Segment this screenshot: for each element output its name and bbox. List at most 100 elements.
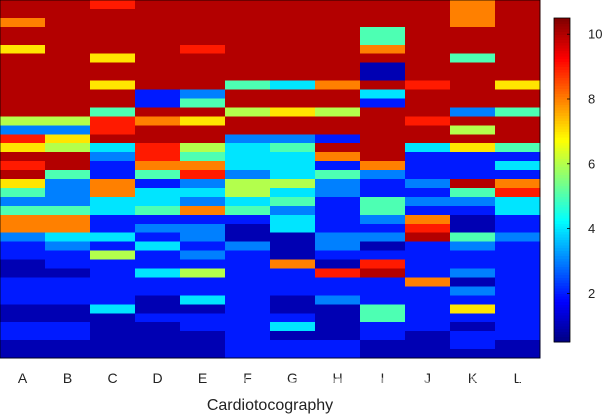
colorbar-segment	[554, 107, 570, 111]
colorbar-segment	[554, 193, 570, 197]
heatmap-cell	[90, 295, 136, 305]
heatmap-cell	[135, 98, 181, 108]
colorbar-segment	[554, 333, 570, 338]
heatmap-cell	[45, 116, 91, 126]
colorbar-segment	[554, 296, 570, 300]
heatmap-cell	[315, 143, 361, 153]
heatmap-cell	[135, 26, 181, 37]
heatmap-cell	[315, 187, 361, 198]
heatmap-cell	[495, 116, 541, 126]
heatmap-cell	[450, 134, 496, 144]
heatmap-cell	[0, 107, 46, 117]
heatmap-cell	[450, 286, 496, 296]
colorbar-segment	[554, 250, 570, 254]
heatmap-cell	[180, 187, 226, 198]
heatmap-cell	[0, 250, 46, 261]
watermark-line-2: Campos, Zimek, Sander, Campello, Micenko…	[244, 375, 585, 386]
colorbar-segment	[554, 312, 570, 316]
heatmap-cell	[45, 170, 91, 180]
heatmap-cell	[405, 259, 451, 270]
heatmap-cell	[0, 331, 46, 341]
heatmap-cell	[135, 161, 181, 171]
heatmap-cell	[90, 205, 136, 216]
heatmap-cell	[0, 89, 46, 100]
heatmap-cell	[405, 125, 451, 135]
colorbar-segment	[554, 169, 570, 173]
heatmap-cell	[45, 89, 91, 100]
heatmap-cell	[315, 205, 361, 216]
colorbar-segment	[554, 69, 570, 73]
heatmap-cell	[360, 0, 406, 10]
colorbar-tick-labels: 2 4 6 8 10	[567, 27, 602, 301]
colorbar-segment	[554, 231, 570, 235]
colorbar-segment	[554, 269, 570, 273]
colorbar-segment	[554, 28, 570, 33]
heatmap-cell	[495, 134, 541, 144]
heatmap-cell	[45, 259, 91, 270]
colorbar-segment	[554, 80, 570, 84]
heatmap-cell	[0, 295, 46, 305]
heatmap-cell	[135, 277, 181, 287]
heatmap-cell	[90, 259, 136, 270]
heatmap-cell	[360, 71, 406, 82]
heatmap-cell	[45, 8, 91, 19]
heatmap-cell	[135, 349, 181, 359]
heatmap-cell	[450, 259, 496, 270]
heatmap-cell	[315, 196, 361, 207]
heatmap-cell	[0, 26, 46, 37]
heatmap-cell	[180, 232, 226, 243]
heatmap-cell	[45, 98, 91, 108]
heatmap-cell	[225, 232, 271, 243]
x-tick-label: K	[468, 370, 478, 386]
heatmap-cell	[495, 349, 541, 359]
heatmap-cell	[360, 53, 406, 64]
heatmap-cell	[360, 214, 406, 225]
heatmap-cell	[45, 223, 91, 234]
heatmap-cell	[90, 277, 136, 287]
heatmap-cell	[45, 205, 91, 216]
heatmap-cell	[45, 295, 91, 305]
heatmap-cell	[90, 304, 136, 314]
colorbar-segment	[554, 306, 570, 311]
heatmap-cell	[135, 143, 181, 153]
colorbar-segment	[554, 153, 570, 157]
x-tick-label: B	[63, 370, 72, 386]
heatmap-cell	[270, 71, 316, 82]
heatmap-cell	[450, 53, 496, 64]
colorbar-segment	[554, 196, 570, 200]
heatmap-cell	[405, 17, 451, 28]
heatmap-cell	[0, 17, 46, 28]
heatmap-cell	[360, 170, 406, 180]
colorbar-segment	[554, 261, 570, 265]
colorbar-segment	[554, 315, 570, 319]
heatmap-cell	[405, 134, 451, 144]
heatmap-cell	[270, 340, 316, 350]
colorbar-segment	[554, 304, 570, 308]
heatmap-cell	[135, 116, 181, 126]
heatmap-cell	[315, 214, 361, 225]
heatmap-cell	[180, 80, 226, 91]
colorbar-segment	[554, 263, 570, 267]
heatmap-cell	[270, 223, 316, 234]
heatmap-cell	[450, 35, 496, 46]
heatmap-cell	[90, 17, 136, 28]
heatmap-cell	[450, 277, 496, 287]
heatmap-cell	[225, 35, 271, 46]
x-tick-label: A	[18, 370, 28, 386]
heatmap-cell	[405, 340, 451, 350]
heatmap-cell	[270, 0, 316, 10]
heatmap-cell	[405, 170, 451, 180]
heatmap-cell	[495, 143, 541, 153]
heatmap-cell	[270, 259, 316, 270]
colorbar-segment	[554, 85, 570, 89]
heatmap-cell	[225, 286, 271, 296]
colorbar-segment	[554, 271, 570, 276]
colorbar-tick-label: 10	[588, 27, 602, 42]
heatmap-cell	[315, 259, 361, 270]
heatmap-cell	[315, 232, 361, 243]
heatmap-cell	[450, 232, 496, 243]
heatmap-cell	[135, 71, 181, 82]
heatmap-cell	[450, 152, 496, 162]
heatmap-cell	[90, 107, 136, 117]
heatmap-cell	[360, 116, 406, 126]
